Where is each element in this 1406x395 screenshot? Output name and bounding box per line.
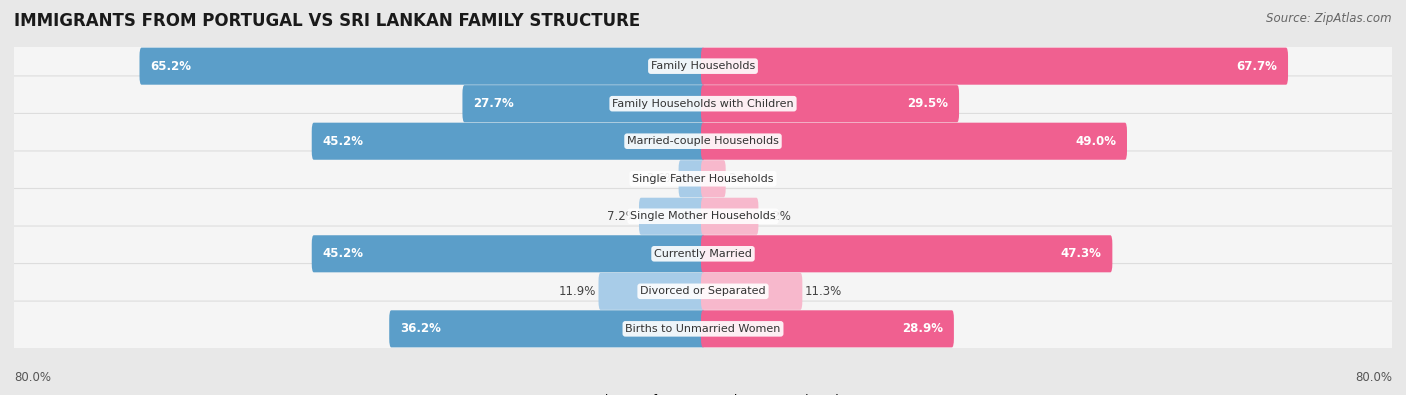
- Text: 6.2%: 6.2%: [761, 210, 790, 223]
- FancyBboxPatch shape: [702, 235, 1112, 272]
- Text: Family Households with Children: Family Households with Children: [612, 99, 794, 109]
- FancyBboxPatch shape: [599, 273, 704, 310]
- FancyBboxPatch shape: [7, 151, 1399, 207]
- Text: Divorced or Separated: Divorced or Separated: [640, 286, 766, 296]
- FancyBboxPatch shape: [7, 301, 1399, 357]
- Text: IMMIGRANTS FROM PORTUGAL VS SRI LANKAN FAMILY STRUCTURE: IMMIGRANTS FROM PORTUGAL VS SRI LANKAN F…: [14, 12, 640, 30]
- Text: 45.2%: 45.2%: [322, 247, 363, 260]
- Text: 11.9%: 11.9%: [558, 285, 596, 298]
- FancyBboxPatch shape: [312, 123, 704, 160]
- FancyBboxPatch shape: [7, 38, 1399, 94]
- Text: 2.6%: 2.6%: [647, 172, 676, 185]
- Text: 7.2%: 7.2%: [607, 210, 637, 223]
- FancyBboxPatch shape: [702, 123, 1128, 160]
- Text: Currently Married: Currently Married: [654, 249, 752, 259]
- FancyBboxPatch shape: [389, 310, 704, 347]
- Text: 65.2%: 65.2%: [150, 60, 191, 73]
- Text: 11.3%: 11.3%: [804, 285, 842, 298]
- FancyBboxPatch shape: [702, 273, 803, 310]
- Text: 29.5%: 29.5%: [907, 97, 949, 110]
- Text: 28.9%: 28.9%: [903, 322, 943, 335]
- FancyBboxPatch shape: [638, 198, 704, 235]
- Text: Married-couple Households: Married-couple Households: [627, 136, 779, 146]
- FancyBboxPatch shape: [702, 160, 725, 197]
- FancyBboxPatch shape: [463, 85, 704, 122]
- Text: Births to Unmarried Women: Births to Unmarried Women: [626, 324, 780, 334]
- FancyBboxPatch shape: [702, 310, 953, 347]
- FancyBboxPatch shape: [702, 85, 959, 122]
- Text: 49.0%: 49.0%: [1076, 135, 1116, 148]
- FancyBboxPatch shape: [7, 113, 1399, 169]
- FancyBboxPatch shape: [312, 235, 704, 272]
- FancyBboxPatch shape: [139, 48, 704, 85]
- FancyBboxPatch shape: [702, 198, 758, 235]
- Text: 36.2%: 36.2%: [399, 322, 440, 335]
- Text: 67.7%: 67.7%: [1236, 60, 1278, 73]
- Text: 2.4%: 2.4%: [728, 172, 758, 185]
- FancyBboxPatch shape: [702, 48, 1288, 85]
- FancyBboxPatch shape: [7, 226, 1399, 282]
- Text: 80.0%: 80.0%: [1355, 371, 1392, 384]
- Text: Family Households: Family Households: [651, 61, 755, 71]
- FancyBboxPatch shape: [7, 76, 1399, 132]
- Text: Single Father Households: Single Father Households: [633, 174, 773, 184]
- Legend: Immigrants from Portugal, Sri Lankan: Immigrants from Portugal, Sri Lankan: [548, 394, 858, 395]
- FancyBboxPatch shape: [7, 188, 1399, 244]
- Text: Single Mother Households: Single Mother Households: [630, 211, 776, 221]
- Text: 80.0%: 80.0%: [14, 371, 51, 384]
- Text: 45.2%: 45.2%: [322, 135, 363, 148]
- FancyBboxPatch shape: [679, 160, 704, 197]
- Text: 47.3%: 47.3%: [1062, 247, 1102, 260]
- FancyBboxPatch shape: [7, 263, 1399, 319]
- Text: 27.7%: 27.7%: [472, 97, 513, 110]
- Text: Source: ZipAtlas.com: Source: ZipAtlas.com: [1267, 12, 1392, 25]
